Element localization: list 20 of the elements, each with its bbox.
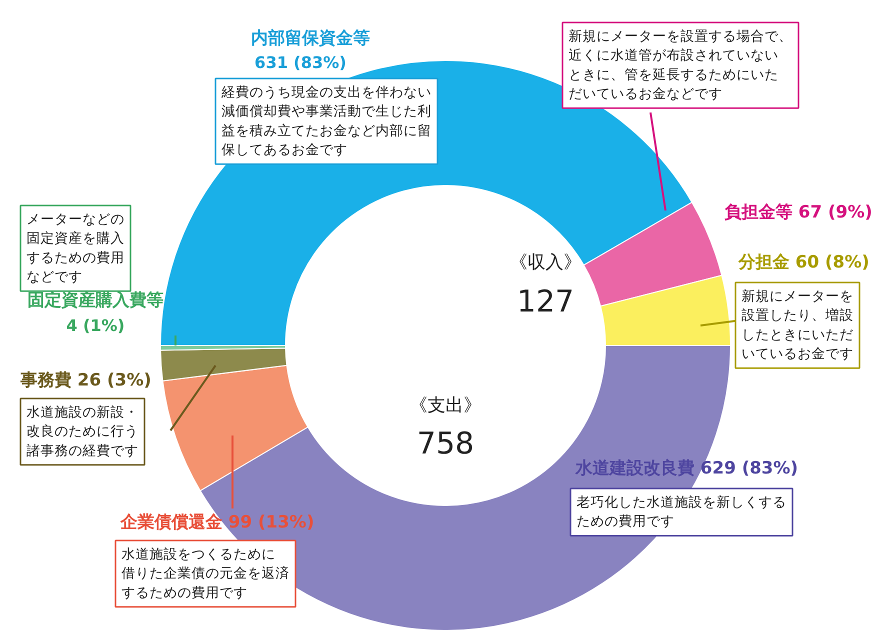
text: 新規にメーターを設置する場合で、近くに水道管が布設されていないときに、管を延長するためにいただいているお金などです <box>568 28 792 102</box>
text: 老巧化した水道施設を新しくするための費用です <box>576 494 786 530</box>
slice-label: 事務費 26 (3%) <box>20 370 152 390</box>
slice-label: 内部留保資金等 <box>251 28 370 48</box>
text: 水道施設をつくるために借りた企業債の元金を返済するための費用です <box>122 546 290 601</box>
text: 《支出》 <box>410 395 482 416</box>
text: 水道施設の新設・改良のために行う諸事務の経費です <box>26 404 138 459</box>
slice-label: 分担金 60 (8%) <box>738 252 870 272</box>
slice-label: 負担金等 67 (9%) <box>724 202 872 222</box>
slice-label: 企業債償還金 99 (13%) <box>120 512 314 532</box>
text: 経費のうち現金の支出を伴わない減価償却費や事業活動で生じた利益を積み立てたお金など内部に留保してあるお金です <box>220 84 432 158</box>
data-label: 631 (83%) <box>254 53 346 72</box>
text: 新規にメーターを設置したり、増設したときにいただいているお金です <box>742 288 854 362</box>
slice-label: 固定資産購入費等 <box>28 290 164 310</box>
slice-label: 水道建設改良費 629 (83%) <box>574 458 798 478</box>
text: メーターなどの固定資産を購入するための費用などです <box>26 212 124 286</box>
text: 《収入》 <box>510 252 582 273</box>
text: 127 <box>516 284 574 320</box>
text: 758 <box>416 426 474 462</box>
data-label: 4 (1%) <box>66 316 125 335</box>
